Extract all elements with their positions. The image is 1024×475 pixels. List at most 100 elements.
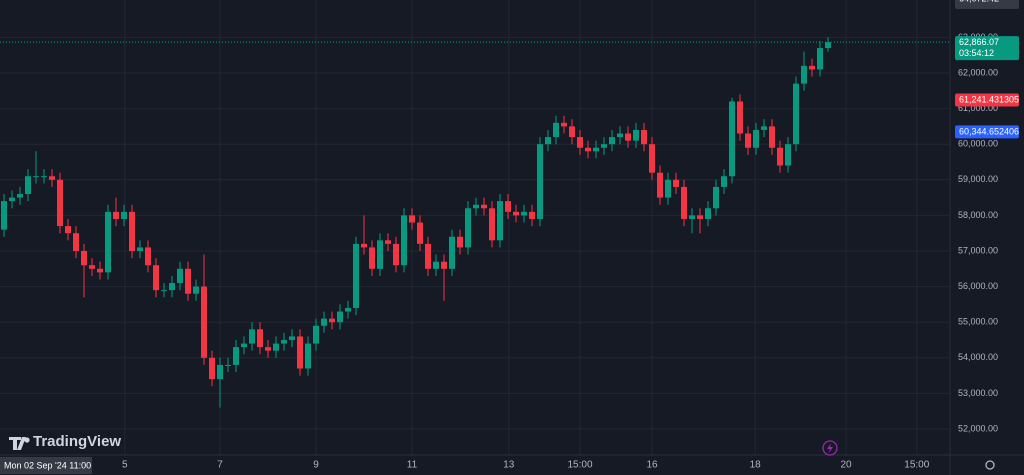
price-label: 61,241.431305 (959, 94, 1019, 104)
price-countdown: 03:54:12 (959, 48, 994, 58)
candle-body (57, 179, 63, 227)
candle-body (321, 318, 327, 326)
x-tick-label: 11 (407, 460, 418, 471)
candle-body (521, 211, 527, 216)
candle-body (561, 122, 567, 127)
price-label-box (955, 36, 1019, 61)
candle-body (713, 186, 719, 209)
y-tick-label: 54,000.00 (958, 352, 998, 362)
candle-body (641, 129, 647, 145)
candle-body (761, 126, 767, 130)
candle-body (801, 65, 807, 84)
logo-dot (24, 437, 30, 443)
candles (1, 37, 831, 408)
candle-body (417, 222, 423, 244)
x-tick-label: 9 (313, 460, 319, 471)
candle-body (169, 283, 175, 291)
candle-body (433, 261, 439, 269)
y-tick-label: 60,000.00 (958, 139, 998, 149)
candle-body (681, 186, 687, 219)
candle-body (593, 147, 599, 152)
candle-body (465, 208, 471, 248)
candle-body (137, 247, 143, 251)
candle-body (305, 343, 311, 369)
candle-body (369, 247, 375, 269)
candle-body (673, 179, 679, 187)
candle-body (273, 343, 279, 351)
candle-body (105, 211, 111, 273)
gear[interactable] (985, 460, 995, 470)
candle-body (545, 137, 551, 145)
candle-body (289, 336, 295, 341)
y-tick-label: 59,000.00 (958, 174, 998, 184)
candle-body (769, 126, 775, 148)
x-tick-label: 16 (646, 460, 658, 471)
candle-body (625, 133, 631, 141)
candle-body (49, 176, 55, 180)
icon-ring[interactable] (822, 440, 838, 456)
candle-body (281, 340, 287, 344)
price-label-box (955, 93, 1019, 107)
candle-body (825, 42, 831, 49)
candle-body (233, 347, 239, 365)
price-label: 60,344.652406 (959, 126, 1019, 136)
candle-body (257, 329, 263, 348)
candle-body (377, 240, 383, 269)
candle-body (153, 265, 159, 291)
candle-body (409, 215, 415, 223)
candle-body (329, 318, 335, 323)
y-tick-label: 56,000.00 (958, 281, 998, 291)
candle-body (745, 133, 751, 148)
candle-body (313, 325, 319, 344)
candle-body (97, 268, 103, 273)
candle-body (33, 176, 39, 178)
candle-body (649, 144, 655, 173)
x-tick-label: 13 (503, 460, 515, 471)
candle-body (65, 226, 71, 234)
x-tick-label: 18 (750, 460, 762, 471)
candle-body (209, 357, 215, 380)
price-label-box (955, 0, 1019, 9)
candle-body (113, 211, 119, 219)
candle-body (721, 176, 727, 187)
settings-icon[interactable] (985, 460, 995, 470)
candle-body (481, 204, 487, 209)
candle-body (401, 215, 407, 266)
candle-body (201, 286, 207, 358)
crosshair-label-box (0, 457, 92, 474)
candle-body (425, 243, 431, 269)
crosshair-label: Mon 02 Sep '24 11:00 (4, 460, 91, 470)
candle-body (217, 364, 223, 380)
candle-body (817, 48, 823, 70)
y-tick-label: 58,000.00 (958, 210, 998, 220)
candle-body (25, 176, 31, 195)
y-tick-label: 61,000.00 (958, 103, 998, 113)
candle-body (121, 211, 127, 219)
candle-body (505, 201, 511, 212)
candle-body (609, 137, 615, 145)
candle-body (9, 197, 15, 202)
candle-body (705, 208, 711, 219)
candle-body (129, 211, 135, 251)
candle-body (553, 122, 559, 138)
lightning-icon[interactable] (822, 440, 838, 456)
candle-body (497, 201, 503, 241)
candle-body (185, 268, 191, 294)
candle-body (393, 243, 399, 266)
icon-bolt[interactable] (827, 443, 833, 453)
candle-body (489, 208, 495, 241)
watermark: TradingView (9, 433, 121, 450)
candle-body (473, 204, 479, 209)
candle-body (449, 236, 455, 269)
watermark-text: TradingView (33, 433, 121, 450)
candle-body (161, 290, 167, 292)
candle-body (753, 129, 759, 148)
y-tick-label: 55,000.00 (958, 317, 998, 327)
candle-body (665, 179, 671, 198)
candle-body (657, 172, 663, 198)
y-tick-label: 53,000.00 (958, 388, 998, 398)
price-label: 62,866.07 (959, 37, 999, 47)
